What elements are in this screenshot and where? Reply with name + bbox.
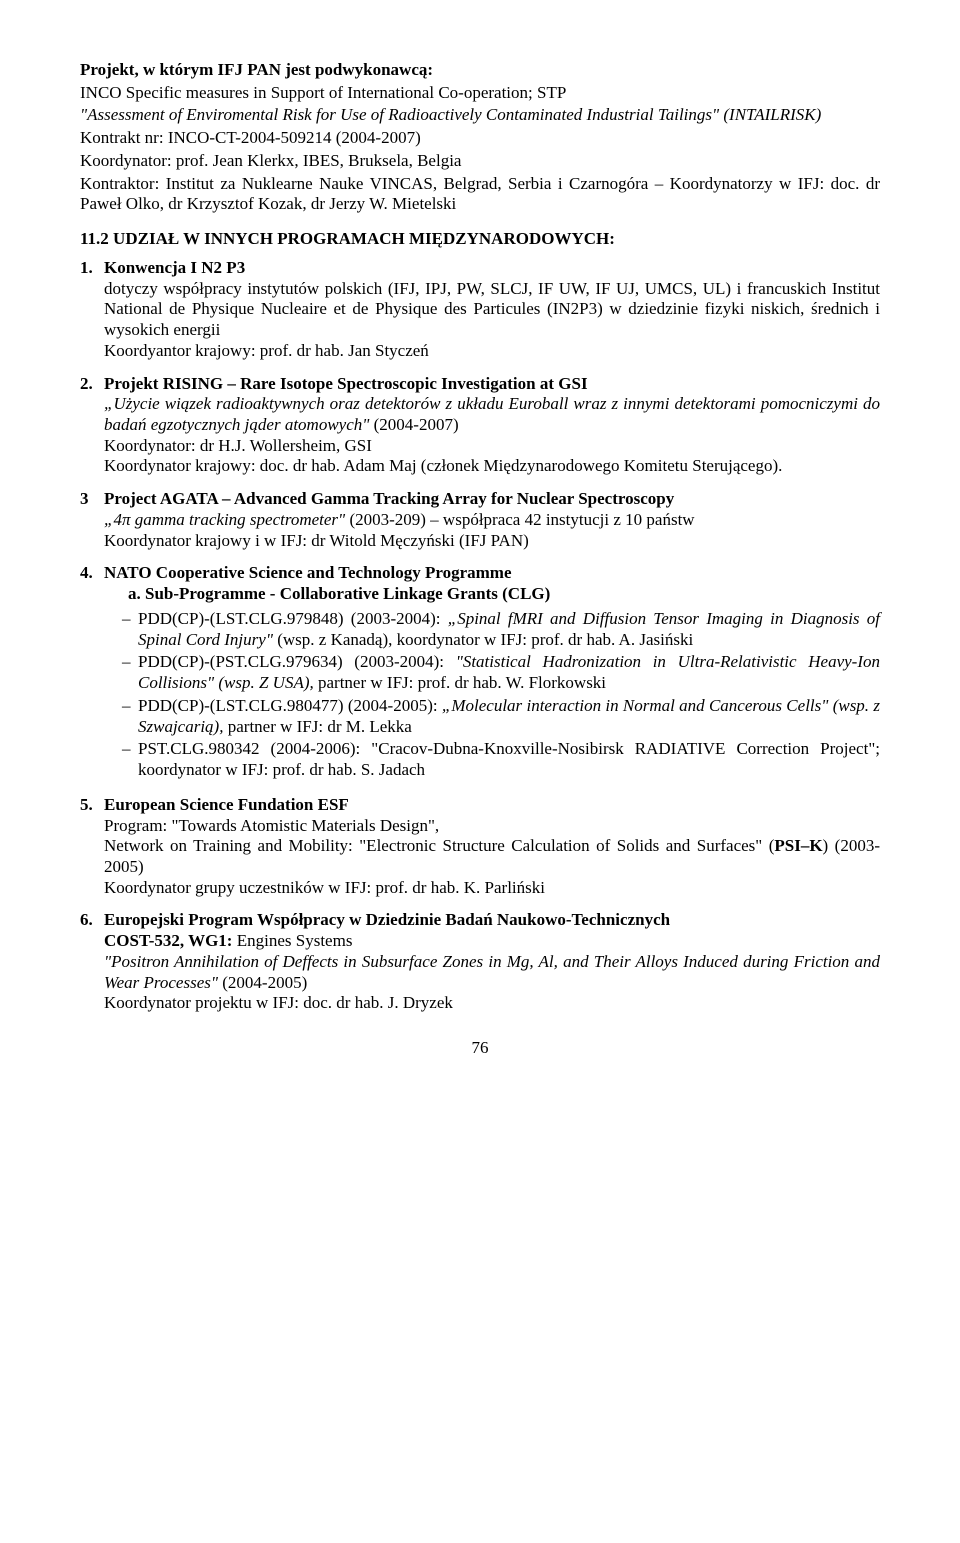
clg-bullets: PDD(CP)-(LST.CLG.979848) (2003-2004): „S…	[104, 609, 880, 781]
item-number: 4.	[80, 563, 104, 782]
sub-a: a. Sub-Programme - Collaborative Linkage…	[104, 584, 880, 605]
list-item: 1. Konwencja I N2 P3 dotyczy współpracy …	[80, 258, 880, 362]
item-title: NATO Cooperative Science and Technology …	[104, 563, 512, 582]
bullet-pre: PDD(CP)-(LST.CLG.979848) (2003-2004):	[138, 609, 448, 628]
bullet-pre: PST.CLG.980342 (2004-2006):	[138, 739, 371, 758]
item-line2: COST-532, WG1:	[104, 931, 232, 950]
item-body: Europejski Program Współpracy w Dziedzin…	[104, 910, 880, 1014]
list-item: 2. Projekt RISING – Rare Isotope Spectro…	[80, 374, 880, 478]
item-body: European Science Fundation ESF Program: …	[104, 795, 880, 899]
item-line: Program: "Towards Atomistic Materials De…	[104, 816, 439, 835]
item-title: Projekt RISING – Rare Isotope Spectrosco…	[104, 374, 588, 393]
list-item: 4. NATO Cooperative Science and Technolo…	[80, 563, 880, 782]
item-quote-tail: (2004-2005)	[218, 973, 307, 992]
item-quote: „4π gamma tracking spectrometer"	[104, 510, 345, 529]
item-koord: Koordyantor krajowy: prof. dr hab. Jan S…	[104, 341, 429, 360]
item-number: 5.	[80, 795, 104, 899]
item-body: Projekt RISING – Rare Isotope Spectrosco…	[104, 374, 880, 478]
program-list: 1. Konwencja I N2 P3 dotyczy współpracy …	[80, 258, 880, 1014]
bullet-pre: PDD(CP)-(PST.CLG.979634) (2003-2004):	[138, 652, 456, 671]
psi-k: PSI–K	[774, 836, 822, 855]
bullet-post: partner w IFJ: dr M. Lekka	[223, 717, 411, 736]
contract-line: Kontrakt nr: INCO-CT-2004-509214 (2004-2…	[80, 128, 880, 149]
list-item: 5. European Science Fundation ESF Progra…	[80, 795, 880, 899]
item-quote: „Użycie wiązek radioaktywnych oraz detek…	[104, 394, 880, 434]
coordinator-line: Koordynator: prof. Jean Klerkx, IBES, Br…	[80, 151, 880, 172]
item-line: Koordynator: dr H.J. Wollersheim, GSI	[104, 436, 372, 455]
item-line2-tail: Engines Systems	[232, 931, 352, 950]
project-line2: "Assessment of Enviromental Risk for Use…	[80, 105, 880, 126]
project-title-italic: "Assessment of Enviromental Risk for Use…	[80, 105, 821, 124]
list-item: 6. Europejski Program Współpracy w Dzied…	[80, 910, 880, 1014]
project-line1: INCO Specific measures in Support of Int…	[80, 83, 880, 104]
bullet-post: (wsp. z Kanadą), koordynator w IFJ: prof…	[273, 630, 693, 649]
item-text: dotyczy współpracy instytutów polskich (…	[104, 279, 880, 339]
item-title: European Science Fundation ESF	[104, 795, 349, 814]
item-quote-tail: (2004-2007)	[369, 415, 458, 434]
bullet-item: PST.CLG.980342 (2004-2006): "Cracov-Dubn…	[122, 739, 880, 780]
item-line: Koordynator krajowy i w IFJ: dr Witold M…	[104, 531, 529, 550]
item-title: Europejski Program Współpracy w Dziedzin…	[104, 910, 670, 929]
item-body: Project AGATA – Advanced Gamma Tracking …	[104, 489, 880, 551]
contractor-line: Kontraktor: Institut za Nuklearne Nauke …	[80, 174, 880, 215]
project-lead: Projekt, w którym IFJ PAN jest podwykona…	[80, 60, 880, 81]
item-body: Konwencja I N2 P3 dotyczy współpracy ins…	[104, 258, 880, 362]
section-heading: 11.2 UDZIAŁ W INNYCH PROGRAMACH MIĘDZYNA…	[80, 229, 880, 250]
bullet-item: PDD(CP)-(PST.CLG.979634) (2003-2004): "S…	[122, 652, 880, 693]
bullet-item: PDD(CP)-(LST.CLG.980477) (2004-2005): „M…	[122, 696, 880, 737]
item-number: 3	[80, 489, 104, 551]
list-item: 3 Project AGATA – Advanced Gamma Trackin…	[80, 489, 880, 551]
item-title: Project AGATA – Advanced Gamma Tracking …	[104, 489, 674, 508]
bullet-post: partner w IFJ: prof. dr hab. W. Florkows…	[314, 673, 606, 692]
header-block: Projekt, w którym IFJ PAN jest podwykona…	[80, 60, 880, 215]
item-body: NATO Cooperative Science and Technology …	[104, 563, 880, 782]
item-line: Koordynator projektu w IFJ: doc. dr hab.…	[104, 993, 453, 1012]
page-number: 76	[80, 1038, 880, 1059]
item-number: 1.	[80, 258, 104, 362]
bullet-pre: PDD(CP)-(LST.CLG.980477) (2004-2005):	[138, 696, 442, 715]
bullet-item: PDD(CP)-(LST.CLG.979848) (2003-2004): „S…	[122, 609, 880, 650]
item-number: 6.	[80, 910, 104, 1014]
item-quote-tail: (2003-209) – współpraca 42 instytucji z …	[345, 510, 694, 529]
item-line: Koordynator grupy uczestników w IFJ: pro…	[104, 878, 545, 897]
sub-a-title: a. Sub-Programme - Collaborative Linkage…	[128, 584, 550, 603]
item-line-pre: Network on Training and Mobility: "Elect…	[104, 836, 774, 855]
item-number: 2.	[80, 374, 104, 478]
item-line: Koordynator krajowy: doc. dr hab. Adam M…	[104, 456, 782, 475]
item-title: Konwencja I N2 P3	[104, 258, 245, 277]
